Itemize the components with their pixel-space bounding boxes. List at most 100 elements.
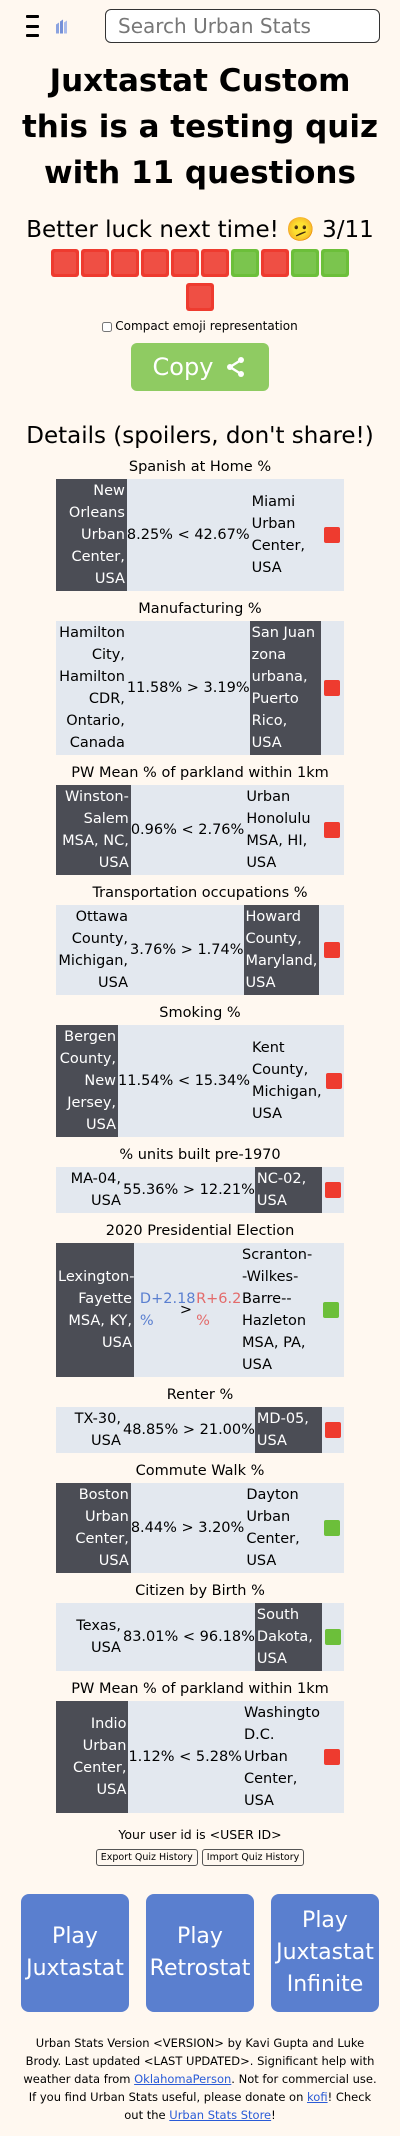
wrong-square-icon — [201, 249, 229, 277]
import-quiz-history-button[interactable]: Import Quiz History — [201, 1849, 305, 1866]
right-region[interactable]: MD-05, USA — [254, 1407, 322, 1453]
emoji-row — [0, 249, 400, 277]
right-region[interactable]: Scranton--Wilkes-Barre--Hazleton MSA, PA… — [240, 1243, 318, 1377]
correct-square-icon — [323, 1302, 339, 1318]
question-row: New Orleans Urban Center, USA 8.25% < 42.… — [56, 479, 345, 591]
oklahomaperson-link[interactable]: OklahomaPerson — [134, 2072, 232, 2086]
question-detail: Renter % TX-30, USA 48.85% > 21.00% MD-05, … — [0, 1387, 400, 1453]
hamburger-menu-icon[interactable] — [26, 15, 39, 37]
question-detail: PW Mean % of parkland within 1km Indio Ur… — [0, 1681, 400, 1813]
comparison-values: 11.54% < 15.34% — [118, 1073, 250, 1089]
right-region[interactable]: South Dakota, USA — [254, 1603, 322, 1671]
question-row: Hamilton City, Hamilton CDR, Ontario, Ca… — [56, 621, 345, 755]
question-row: Indio Urban Center, USA 1.12% < 5.28% Wash… — [56, 1701, 344, 1813]
question-detail: % units built pre-1970 MA-04, USA 55.36% >… — [0, 1147, 400, 1213]
right-region-name: Urban Honolulu MSA, HI, USA — [246, 789, 311, 871]
comparison-values: 8.25% < 42.67% — [126, 527, 250, 543]
right-region-name: Miami Urban Center, USA — [251, 494, 306, 576]
right-region[interactable]: Dayton Urban Center, USA — [244, 1483, 320, 1573]
left-region[interactable]: New Orleans Urban Center, USA — [56, 479, 127, 591]
emoji-result-grid — [0, 249, 400, 311]
left-region[interactable]: Hamilton City, Hamilton CDR, Ontario, Ca… — [56, 621, 127, 755]
left-region[interactable]: TX-30, USA — [56, 1407, 123, 1453]
correct-square-icon — [231, 249, 259, 277]
question-detail: Citizen by Birth % Texas, USA 83.01% < 96.… — [0, 1583, 400, 1671]
wrong-square-icon — [323, 822, 340, 838]
urban-stats-logo-icon[interactable] — [55, 9, 69, 43]
right-region[interactable]: Urban Honolulu MSA, HI, USA — [244, 785, 320, 875]
right-region-name: Scranton--Wilkes-Barre--Hazleton MSA, PA… — [242, 1247, 313, 1373]
question-label: Manufacturing % — [138, 601, 262, 617]
left-region[interactable]: Winston-Salem MSA, NC, USA — [56, 785, 131, 875]
left-region[interactable]: Indio Urban Center, USA — [56, 1701, 129, 1813]
question-row: Winston-Salem MSA, NC, USA 0.96% < 2.76% U… — [56, 785, 344, 875]
left-region[interactable]: MA-04, USA — [56, 1167, 123, 1213]
copy-label: Copy — [152, 353, 214, 381]
comparison-values: 48.85% > 21.00% — [122, 1422, 255, 1438]
comparison-operator: > — [179, 1302, 193, 1318]
export-quiz-history-button[interactable]: Export Quiz History — [95, 1849, 198, 1866]
comparison-values: 11.58% > 3.19% — [126, 680, 250, 696]
emoji-row — [0, 283, 400, 311]
result-cell — [319, 785, 344, 875]
question-label: Commute Walk % — [135, 1463, 265, 1479]
left-region-name: Lexington-Fayette MSA, KY, USA — [58, 1269, 135, 1351]
right-region-name: Kent County, Michigan, USA — [252, 1040, 322, 1122]
question-detail: Manufacturing % Hamilton City, Hamilton C… — [0, 601, 400, 755]
left-region[interactable]: Lexington-Fayette MSA, KY, USA — [56, 1243, 134, 1377]
left-region-name: TX-30, USA — [74, 1411, 121, 1449]
question-detail: 2020 Presidential Election Lexington-Faye… — [0, 1223, 400, 1377]
compact-emoji-label: Compact emoji representation — [115, 319, 298, 333]
right-region[interactable]: Howard County, Maryland, USA — [243, 905, 320, 995]
correct-square-icon — [321, 249, 349, 277]
right-region-name: South Dakota, USA — [256, 1607, 313, 1667]
wrong-square-icon — [141, 249, 169, 277]
comparison-values: 8.44% > 3.20% — [130, 1520, 245, 1536]
right-region[interactable]: San Juan zona urbana, Puerto Rico, USA — [249, 621, 321, 755]
comparison-values: D+2.18 % > R+6.22 % — [134, 1243, 251, 1377]
right-region[interactable]: NC-02, USA — [254, 1167, 322, 1213]
result-cell — [321, 1407, 345, 1453]
wrong-square-icon — [51, 249, 79, 277]
right-region[interactable]: Miami Urban Center, USA — [249, 479, 321, 591]
left-region[interactable]: Ottawa County, Michigan, USA — [56, 905, 131, 995]
right-region-name: MD-05, USA — [256, 1411, 309, 1449]
left-region[interactable]: Bergen County, New Jersey, USA — [56, 1025, 119, 1137]
play-juxtastat-infinite-button[interactable]: Play Juxtastat Infinite — [271, 1894, 379, 2012]
play-juxtastat-button[interactable]: Play Juxtastat — [21, 1894, 129, 2012]
correct-square-icon — [323, 1520, 340, 1536]
play-retrostat-button[interactable]: Play Retrostat — [146, 1894, 254, 2012]
left-region-name: Hamilton City, Hamilton CDR, Ontario, Ca… — [59, 625, 125, 751]
right-region[interactable]: Kent County, Michigan, USA — [250, 1025, 324, 1137]
left-region-name: MA-04, USA — [70, 1171, 121, 1209]
right-region[interactable]: Washington D.C. Urban Center, USA — [241, 1701, 329, 1813]
header — [0, 0, 400, 52]
urban-stats-store-link[interactable]: Urban Stats Store — [169, 2108, 272, 2122]
left-region[interactable]: Texas, USA — [56, 1603, 123, 1671]
question-label: Renter % — [166, 1387, 234, 1403]
comparison-values: 1.12% < 5.28% — [128, 1749, 242, 1765]
wrong-square-icon — [323, 1749, 340, 1765]
question-label: PW Mean % of parkland within 1km — [71, 1681, 329, 1697]
wrong-square-icon — [324, 1182, 341, 1198]
left-region-name: Ottawa County, Michigan, USA — [58, 909, 129, 991]
question-detail: Smoking % Bergen County, New Jersey, USA 1… — [0, 1005, 400, 1137]
left-margin-value: D+2.18 % — [139, 1291, 196, 1329]
result-cell — [320, 621, 345, 755]
left-region-name: Boston Urban Center, USA — [75, 1487, 129, 1569]
wrong-square-icon — [81, 249, 109, 277]
question-label: PW Mean % of parkland within 1km — [71, 765, 329, 781]
compact-emoji-checkbox[interactable] — [102, 321, 113, 332]
result-cell — [319, 1483, 344, 1573]
question-detail: Spanish at Home % New Orleans Urban Cente… — [0, 459, 400, 591]
kofi-link[interactable]: kofi — [307, 2090, 328, 2104]
search-input[interactable] — [105, 9, 380, 43]
left-region[interactable]: Boston Urban Center, USA — [56, 1483, 131, 1573]
left-region-name: Indio Urban Center, USA — [73, 1716, 127, 1798]
copy-button[interactable]: Copy — [131, 343, 269, 391]
compact-emoji-option[interactable]: Compact emoji representation — [0, 319, 400, 333]
question-detail: Commute Walk % Boston Urban Center, USA 8.… — [0, 1463, 400, 1573]
wrong-square-icon — [325, 1073, 342, 1089]
comparison-values: 0.96% < 2.76% — [130, 822, 245, 838]
question-row: Texas, USA 83.01% < 96.18% South Dakota, U… — [56, 1603, 345, 1671]
